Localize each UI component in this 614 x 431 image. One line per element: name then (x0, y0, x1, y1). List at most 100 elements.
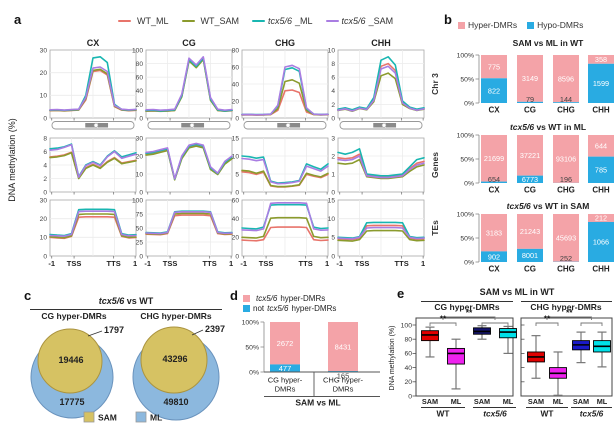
series-line-WT_SAM (145, 145, 233, 181)
y-tick-label: 40 (404, 365, 412, 372)
bar-segment-hypo (588, 156, 614, 183)
bar-value-hypo: 252 (560, 254, 572, 263)
x-tick-label: TSS (67, 259, 82, 268)
series-line-tcx5/6_SAM (241, 202, 329, 232)
group-label: WT (541, 409, 554, 419)
series-line-tcx5/6_SAM (145, 211, 233, 235)
y-tick-label: 0 (139, 253, 143, 260)
venn-cg-overlap-value: 19446 (58, 355, 84, 365)
y-tick-label: 20 (136, 153, 144, 160)
y-tick-label: 20 (40, 70, 48, 77)
x-tick-label: 1 (229, 259, 233, 268)
x-category-label: CG hyper- (268, 376, 303, 385)
series-line-WT_SAM (337, 158, 425, 180)
bar-value-hypo: 1599 (593, 79, 609, 88)
panel-label-e: e (397, 286, 405, 301)
y-tick-label: 20 (136, 102, 144, 109)
bar-segment-hyper (517, 135, 543, 176)
legend-dash-icon (325, 19, 339, 23)
bar-segment-hypo (517, 248, 543, 262)
x-category-label: CHH (592, 106, 610, 115)
legend-label: _ML (295, 16, 313, 26)
panel-b-legend: Hyper-DMRs Hypo-DMRs (458, 20, 583, 30)
y-tick-label: 0% (464, 180, 474, 187)
x-tick-label: -1 (336, 259, 343, 268)
bar-value-hyper: 21243 (520, 227, 540, 236)
bar-value-hypo: 196 (560, 175, 572, 184)
y-tick-label: 0% (249, 369, 259, 376)
ideogram-band (289, 123, 301, 128)
group-label: tcx5/6 (483, 409, 507, 419)
legend-dash-icon (252, 19, 266, 23)
x-category-label: CX (488, 265, 500, 274)
y-tick-label: 100% (457, 52, 474, 59)
x-tick-label: TSS (163, 259, 178, 268)
x-tick-label: 1 (133, 259, 137, 268)
y-tick-label: 80 (232, 47, 240, 54)
venn-cg-subtitle: CG hyper-DMRs (41, 311, 107, 321)
y-tick-label: 5 (235, 171, 239, 178)
legend-label-em: tcx5/6 (341, 16, 366, 26)
bar-segment-hypo (270, 364, 300, 372)
sig-bracket (481, 322, 509, 326)
y-tick-label: 40 (232, 81, 240, 88)
x-tick-label: ML (451, 397, 462, 406)
x-tick-label: TTS (107, 259, 121, 268)
bar-value-hyper: 2672 (277, 339, 294, 348)
box-chg-subtitle: CHG hyper-DMRs (530, 302, 602, 312)
sig-stars: ** (440, 314, 447, 324)
bar-value-hypo: 902 (488, 252, 500, 261)
venn-legend-label: SAM (98, 413, 117, 423)
y-tick-label: 20 (232, 98, 240, 105)
chart-title-b2-rest: vs WT in ML (534, 122, 587, 132)
y-tick-label: 10 (232, 153, 240, 160)
y-tick-label: 4 (331, 88, 335, 95)
y-tick-label: 1 (331, 171, 335, 178)
column-title: CHH (371, 38, 391, 48)
y-tick-label: 50% (460, 156, 474, 163)
y-tick-label: 20 (232, 235, 240, 242)
panel-label-d: d (230, 288, 238, 303)
box (499, 328, 517, 339)
bar-segment-hypo (588, 221, 614, 262)
bar-segment-hyper (481, 55, 507, 79)
x-category-label: CHG (557, 106, 575, 115)
x-category-label: CX (488, 186, 500, 195)
panel-c-title-rest: vs WT (124, 296, 154, 306)
bar-segment-hyper (553, 214, 579, 262)
legend-text: hyper-DMRs (291, 304, 337, 313)
row-label: Genes (430, 152, 440, 178)
series-line-tcx5/6_SAM (49, 66, 137, 111)
y-tick-label: 4 (43, 162, 47, 169)
legend-swatch-blue (243, 305, 250, 312)
y-tick-label: 100 (401, 322, 413, 329)
bar-value-hypo: 654 (488, 175, 500, 184)
legend-swatch-icon (458, 21, 465, 29)
legend-item: Hypo-DMRs (527, 20, 583, 30)
series-line-WT_SAM (337, 229, 425, 242)
y-tick-label: 10 (328, 47, 336, 54)
bar-value-hyper: 775 (488, 62, 500, 71)
legend-text-em: tcx5/6 (267, 304, 289, 313)
y-tick-label: 0% (464, 100, 474, 107)
legend-item: Hyper-DMRs (458, 20, 517, 30)
bar-segment-hyper (481, 214, 507, 252)
column-title: CG (182, 38, 196, 48)
y-tick-label: 0 (43, 189, 47, 196)
legend-label: WT_ML (137, 16, 169, 26)
y-tick-label: 6 (43, 149, 47, 156)
sig-bracket (580, 322, 603, 326)
y-tick-label: 3 (331, 135, 335, 142)
sig-stars: ** (466, 308, 473, 318)
venn-cg-sam-only-value: 1797 (104, 325, 125, 335)
y-tick-label: 100% (457, 132, 474, 139)
bar-segment-hypo (553, 102, 579, 103)
ideogram-band (181, 123, 192, 128)
bar-value-hyper: 37221 (520, 151, 540, 160)
x-category-label: CHG hyper- (323, 376, 364, 385)
x-category-label: CX (488, 106, 500, 115)
panel-a-legend: WT_ML WT_SAM tcx5/6 _ML tcx5/6 _SAM (118, 16, 393, 26)
bar-value-hypo: 165 (337, 372, 350, 381)
series-line-WT_ML (241, 226, 329, 242)
